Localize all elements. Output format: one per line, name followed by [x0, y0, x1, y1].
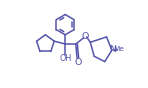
- Text: Me: Me: [113, 46, 124, 52]
- Text: N: N: [109, 45, 116, 54]
- Text: OH: OH: [59, 54, 71, 63]
- Text: O: O: [74, 58, 82, 67]
- Text: O: O: [82, 32, 89, 41]
